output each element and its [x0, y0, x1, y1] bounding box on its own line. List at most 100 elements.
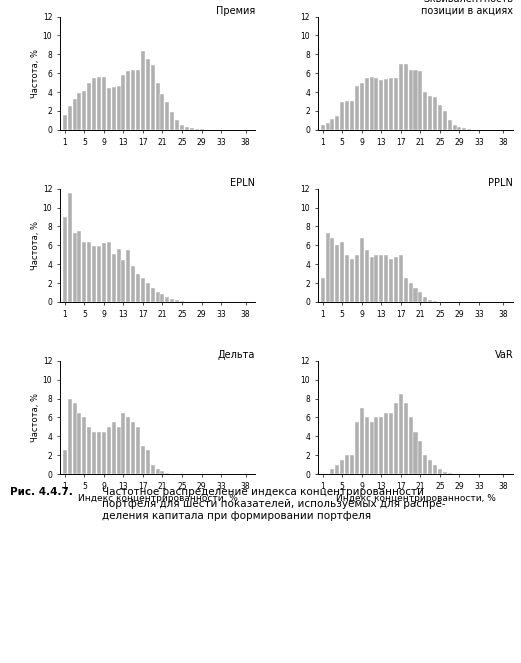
Bar	[330, 469, 334, 474]
Bar	[185, 127, 189, 130]
Bar	[136, 427, 140, 474]
Bar	[121, 261, 126, 302]
Bar	[428, 96, 432, 130]
Bar	[126, 250, 130, 302]
Bar	[87, 83, 91, 130]
Text: Эквивалентность
позиции в акциях: Эквивалентность позиции в акциях	[421, 0, 513, 16]
Bar	[321, 125, 325, 130]
Bar	[394, 257, 398, 302]
Bar	[433, 97, 437, 130]
Bar	[117, 86, 120, 130]
Bar	[72, 233, 77, 302]
Bar	[433, 465, 437, 474]
Text: EPLN: EPLN	[230, 178, 255, 188]
Bar	[97, 77, 101, 130]
Bar	[394, 403, 398, 474]
Bar	[131, 266, 135, 302]
Bar	[448, 473, 452, 474]
Bar	[345, 101, 349, 130]
Bar	[375, 255, 378, 302]
Bar	[438, 469, 442, 474]
Bar	[443, 472, 447, 474]
Bar	[326, 123, 330, 130]
Bar	[87, 241, 91, 302]
Bar	[453, 125, 456, 130]
Bar	[428, 460, 432, 474]
Bar	[190, 128, 194, 130]
Bar	[131, 422, 135, 474]
Bar	[355, 255, 359, 302]
Bar	[355, 422, 359, 474]
Bar	[156, 83, 159, 130]
Bar	[336, 465, 339, 474]
Text: PPLN: PPLN	[488, 178, 513, 188]
Text: Рис. 4.4.7.: Рис. 4.4.7.	[10, 487, 73, 497]
Bar	[350, 259, 354, 302]
Bar	[350, 455, 354, 474]
Bar	[180, 301, 184, 302]
Bar	[170, 112, 174, 130]
X-axis label: Индекс концентрированности, %: Индекс концентрированности, %	[336, 494, 495, 503]
Bar	[462, 128, 466, 130]
Bar	[408, 418, 413, 474]
Bar	[175, 121, 179, 130]
Bar	[355, 86, 359, 130]
Bar	[418, 72, 423, 130]
Bar	[82, 418, 86, 474]
Bar	[151, 65, 155, 130]
Bar	[414, 288, 417, 302]
Bar	[438, 105, 442, 130]
Bar	[141, 446, 145, 474]
Bar	[394, 78, 398, 130]
Text: Премия: Премия	[216, 6, 255, 16]
Bar	[141, 278, 145, 302]
Bar	[102, 77, 106, 130]
Bar	[404, 278, 408, 302]
Bar	[102, 243, 106, 302]
Bar	[418, 292, 423, 302]
Bar	[414, 70, 417, 130]
Bar	[165, 101, 169, 130]
Bar	[165, 473, 169, 474]
Bar	[443, 111, 447, 130]
Bar	[340, 101, 344, 130]
Bar	[330, 238, 334, 302]
Bar	[365, 250, 369, 302]
Bar	[360, 238, 364, 302]
Bar	[345, 455, 349, 474]
Bar	[336, 115, 339, 130]
Text: Дельта: Дельта	[218, 350, 255, 360]
Bar	[384, 79, 388, 130]
Bar	[170, 299, 174, 302]
Bar	[340, 243, 344, 302]
Bar	[379, 255, 383, 302]
Bar	[136, 274, 140, 302]
Bar	[117, 249, 120, 302]
Bar	[146, 450, 150, 474]
Bar	[82, 243, 86, 302]
Bar	[467, 129, 471, 130]
Bar	[92, 246, 96, 302]
Bar	[82, 91, 86, 130]
Bar	[399, 64, 403, 130]
Bar	[107, 427, 111, 474]
Bar	[375, 418, 378, 474]
Bar	[408, 70, 413, 130]
Bar	[457, 127, 462, 130]
Bar	[423, 455, 427, 474]
Bar	[160, 94, 165, 130]
Bar	[107, 243, 111, 302]
Bar	[111, 254, 116, 302]
Bar	[111, 88, 116, 130]
Bar	[68, 194, 72, 302]
Bar	[379, 418, 383, 474]
Bar	[146, 283, 150, 302]
Bar	[340, 460, 344, 474]
Text: VaR: VaR	[494, 350, 513, 360]
Bar	[389, 259, 393, 302]
Bar	[160, 471, 165, 474]
Bar	[78, 412, 81, 474]
Bar	[330, 119, 334, 130]
Bar	[111, 422, 116, 474]
Bar	[448, 121, 452, 130]
